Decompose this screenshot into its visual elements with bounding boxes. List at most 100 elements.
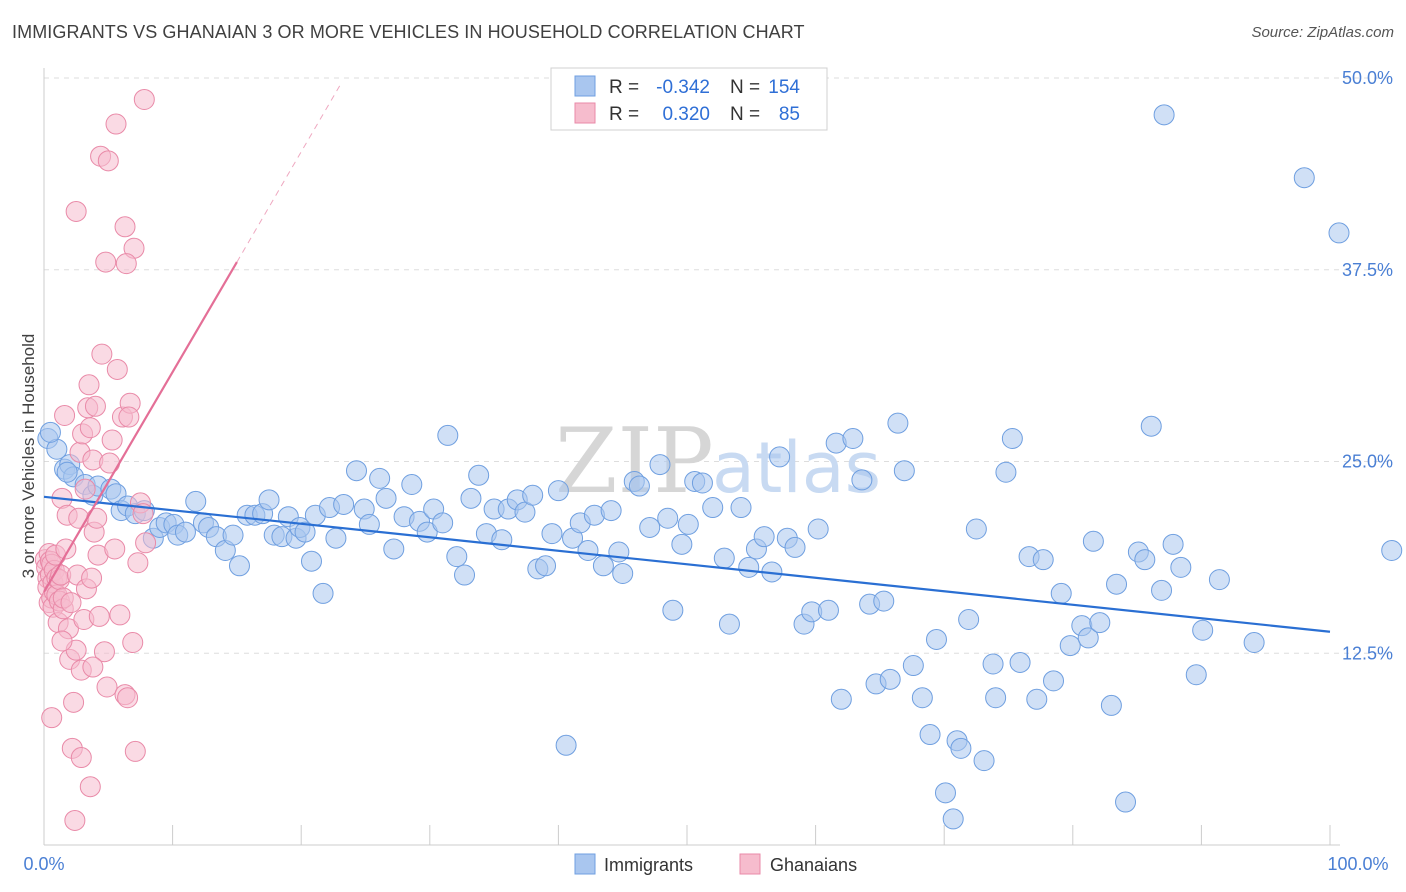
data-point-immigrants: [1140, 415, 1162, 437]
y-tick-label: 37.5%: [1342, 260, 1393, 280]
data-point-immigrants: [851, 469, 873, 491]
data-point-immigrants: [460, 487, 482, 509]
data-point-immigrants: [893, 460, 915, 482]
data-point-ghanaians: [99, 452, 121, 474]
data-point-immigrants: [1328, 222, 1350, 244]
watermark-zip: ZIP: [555, 409, 714, 514]
y-tick-label: 25.0%: [1342, 452, 1393, 472]
series-legend-swatch-immigrants: [574, 853, 596, 875]
data-point-ghanaians: [133, 88, 155, 110]
stats-legend-r-label-2: R =: [609, 104, 639, 125]
data-point-ghanaians: [91, 343, 113, 365]
data-point-immigrants: [830, 688, 852, 710]
data-point-ghanaians: [54, 404, 76, 426]
data-point-ghanaians: [124, 740, 146, 762]
data-point-immigrants: [628, 475, 650, 497]
y-tick-labels: 12.5% 25.0% 37.5% 50.0%: [1342, 68, 1393, 663]
data-point-immigrants: [1162, 533, 1184, 555]
data-point-ghanaians: [68, 507, 90, 529]
trend-lines: [43, 85, 1331, 633]
x-tick-label-max: 100.0%: [1327, 854, 1388, 874]
data-point-immigrants: [887, 412, 909, 434]
data-point-ghanaians: [95, 251, 117, 273]
data-point-immigrants: [973, 750, 995, 772]
data-point-ghanaians: [79, 776, 101, 798]
data-point-immigrants: [1185, 664, 1207, 686]
data-point-immigrants: [1170, 556, 1192, 578]
stats-legend-swatch-blue: [574, 75, 596, 97]
data-point-immigrants: [1192, 619, 1214, 641]
data-point-immigrants: [1032, 549, 1054, 571]
data-point-immigrants: [873, 590, 895, 612]
data-point-immigrants: [1208, 569, 1230, 591]
data-point-ghanaians: [60, 592, 82, 614]
data-point-immigrants: [600, 500, 622, 522]
data-point-immigrants: [817, 599, 839, 621]
data-point-ghanaians: [101, 429, 123, 451]
data-point-ghanaians: [41, 707, 63, 729]
data-point-immigrants: [1293, 167, 1315, 189]
data-point-immigrants: [958, 609, 980, 631]
data-point-immigrants: [522, 484, 544, 506]
data-point-immigrants: [942, 808, 964, 830]
data-point-ghanaians: [109, 604, 131, 626]
data-point-ghanaians: [65, 200, 87, 222]
series-legend: Immigrants Ghanaians: [574, 853, 857, 875]
series-legend-swatch-ghanaians: [739, 853, 761, 875]
stats-legend-r-value-2: 0.320: [662, 104, 710, 125]
data-point-immigrants: [1043, 670, 1065, 692]
gridlines: [44, 77, 1392, 654]
stats-legend-n-value-2: 85: [779, 104, 800, 125]
data-point-immigrants: [432, 512, 454, 534]
data-point-immigrants: [879, 668, 901, 690]
x-tick-label-min: 0.0%: [23, 854, 64, 874]
data-point-immigrants: [662, 599, 684, 621]
stats-legend-box: [550, 67, 828, 131]
trend-line-ghanaians: [43, 261, 238, 593]
data-point-immigrants: [56, 461, 78, 483]
data-point-immigrants: [535, 555, 557, 577]
stats-legend-n-value-1: 154: [768, 77, 800, 98]
data-point-immigrants: [671, 533, 693, 555]
data-point-ghanaians: [118, 406, 140, 428]
data-point-immigrants: [383, 538, 405, 560]
data-point-immigrants: [325, 527, 347, 549]
data-point-immigrants: [174, 521, 196, 543]
data-point-immigrants: [1001, 427, 1023, 449]
data-point-ghanaians: [63, 691, 85, 713]
data-point-ghanaians: [70, 747, 92, 769]
stats-legend: R = -0.342 N = 154 R = 0.320 N = 85: [550, 67, 828, 131]
trend-line-ghanaians-extension: [236, 85, 341, 263]
data-point-ghanaians: [127, 552, 149, 574]
data-point-immigrants: [1381, 539, 1403, 561]
data-point-ghanaians: [97, 150, 119, 172]
y-axis-label: 3 or more Vehicles in Household: [19, 334, 38, 579]
data-point-ghanaians: [51, 630, 73, 652]
data-point-immigrants: [1009, 651, 1031, 673]
data-point-immigrants: [608, 541, 630, 563]
data-point-immigrants: [919, 724, 941, 746]
data-point-immigrants: [185, 490, 207, 512]
stats-legend-r-value-1: -0.342: [656, 77, 710, 98]
data-point-ghanaians: [135, 532, 157, 554]
data-point-immigrants: [491, 529, 513, 551]
data-point-immigrants: [1134, 549, 1156, 571]
data-point-immigrants: [738, 556, 760, 578]
data-point-immigrants: [577, 539, 599, 561]
watermark: ZIP atlas: [555, 409, 881, 514]
data-point-immigrants: [965, 518, 987, 540]
data-point-immigrants: [950, 737, 972, 759]
data-point-immigrants: [222, 524, 244, 546]
data-point-immigrants: [649, 454, 671, 476]
data-point-immigrants: [300, 550, 322, 572]
data-point-ghanaians: [78, 374, 100, 396]
data-point-immigrants: [39, 421, 61, 443]
data-point-ghanaians: [93, 641, 115, 663]
series-immigrants: [37, 104, 1403, 830]
data-point-immigrants: [345, 460, 367, 482]
data-point-immigrants: [375, 487, 397, 509]
data-point-immigrants: [784, 536, 806, 558]
stats-legend-n-label-1: N =: [730, 77, 760, 98]
data-point-immigrants: [1153, 104, 1175, 126]
data-point-immigrants: [401, 474, 423, 496]
